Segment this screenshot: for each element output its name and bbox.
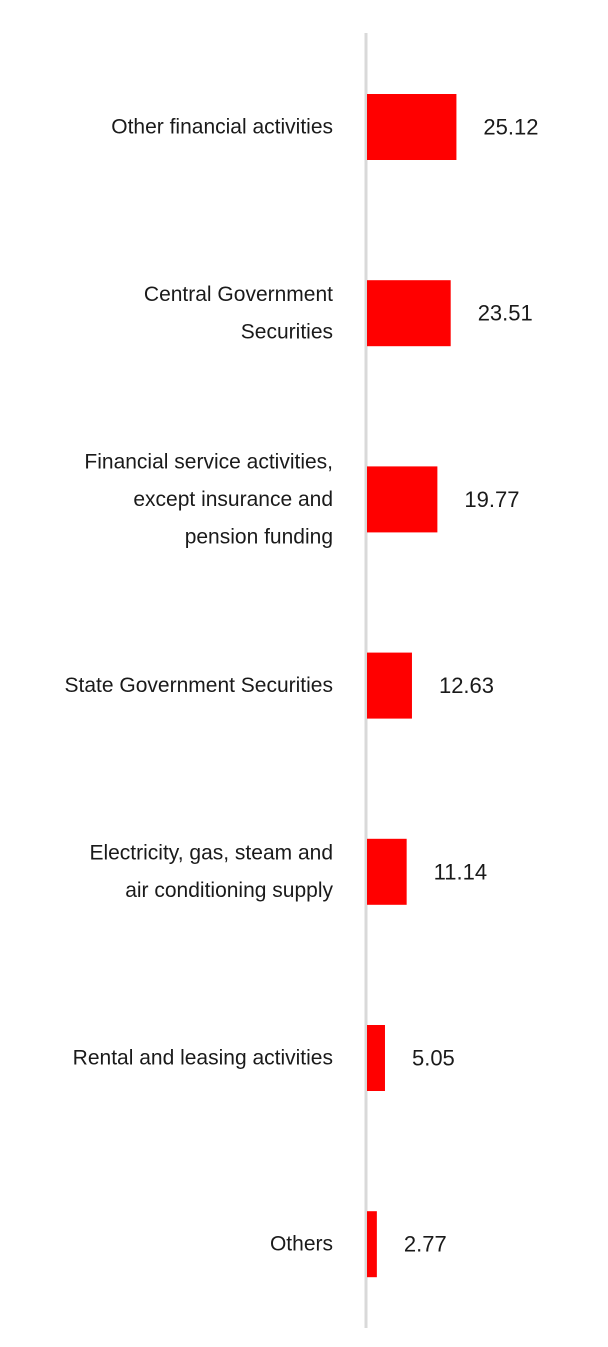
bar-0 xyxy=(367,94,457,160)
value-label-5: 5.05 xyxy=(412,1046,455,1071)
bar-2 xyxy=(367,466,438,533)
category-label-line: except insurance and xyxy=(133,488,333,511)
category-label-2: Financial service activities, except insu… xyxy=(84,450,333,548)
bar-6 xyxy=(367,1211,377,1278)
category-label-3: State Government Securities xyxy=(65,674,333,697)
category-label-line: Others xyxy=(270,1233,333,1256)
category-label-line: Financial service activities, xyxy=(84,450,333,473)
value-label-4: 11.14 xyxy=(434,859,487,884)
category-label-line: Securities xyxy=(241,320,333,343)
category-label-group: Other financial activities Central Govern… xyxy=(65,116,334,1256)
value-label-1: 23.51 xyxy=(478,301,533,326)
value-label-0: 25.12 xyxy=(483,115,538,140)
value-label-group: 25.12 23.51 19.77 12.63 11.14 5.05 2.77 xyxy=(404,115,539,1257)
category-label-line: Other financial activities xyxy=(111,116,333,139)
category-label-6: Others xyxy=(270,1233,333,1256)
category-label-line: Electricity, gas, steam and xyxy=(89,842,333,865)
category-label-5: Rental and leasing activities xyxy=(73,1047,333,1070)
category-label-4: Electricity, gas, steam and air condition… xyxy=(89,842,333,903)
category-label-line: Central Government xyxy=(144,283,333,306)
bar-1 xyxy=(367,280,451,347)
bar-4 xyxy=(367,838,407,905)
bar-5 xyxy=(367,1025,385,1091)
category-label-line: State Government Securities xyxy=(65,674,333,697)
category-label-line: Rental and leasing activities xyxy=(73,1047,333,1070)
bar-3 xyxy=(367,652,412,719)
category-label-0: Other financial activities xyxy=(111,116,333,139)
value-label-3: 12.63 xyxy=(439,673,494,698)
bar-group xyxy=(367,94,457,1278)
category-label-1: Central Government Securities xyxy=(144,283,333,344)
value-label-6: 2.77 xyxy=(404,1232,447,1257)
category-label-line: air conditioning supply xyxy=(125,879,333,902)
category-label-line: pension funding xyxy=(185,525,333,548)
value-label-2: 19.77 xyxy=(464,487,519,512)
